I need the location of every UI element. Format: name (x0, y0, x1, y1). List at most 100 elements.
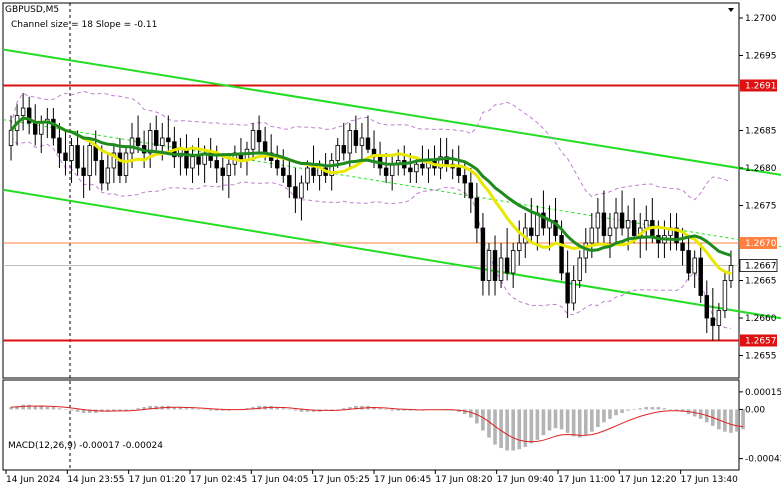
dropdown-arrow-icon[interactable] (728, 8, 734, 12)
candle-body (305, 167, 310, 184)
candle-body (462, 175, 467, 184)
candle-body (601, 212, 607, 236)
macd-histogram-bar (517, 409, 522, 450)
candle-body (8, 130, 14, 146)
candle-body (704, 295, 709, 319)
macd-histogram-bar (148, 405, 152, 410)
price-tick-label: 1.2660 (745, 314, 777, 324)
candle-body (710, 317, 716, 326)
symbol-label: GBPUSD,M5 (5, 5, 59, 15)
candle-body (160, 137, 165, 146)
candle-body (184, 148, 189, 169)
macd-histogram-bar (81, 409, 86, 413)
candles (8, 93, 734, 341)
macd-histogram-bar (626, 409, 630, 411)
macd-histogram-bar (57, 408, 62, 410)
macd-histogram-bar (348, 407, 352, 410)
candle-body (33, 122, 38, 135)
candle-body (577, 257, 582, 281)
candle-body (341, 145, 346, 154)
level-mid-tag-label: 1.2670 (745, 239, 777, 249)
macd-histogram-bar (305, 409, 310, 412)
macd-histogram-bar (281, 408, 286, 410)
candle-body (456, 167, 461, 176)
candle-body (329, 160, 334, 176)
candle-body (504, 257, 510, 274)
candle-body (154, 130, 159, 146)
time-tick-label: 17 Jun 01:20 (129, 475, 186, 485)
candle-body (75, 145, 80, 169)
time-tick-label: 14 Jun 2024 (6, 475, 60, 485)
time-tick-label: 17 Jun 08:20 (435, 475, 492, 485)
candle-body (716, 310, 722, 326)
price-tick-label: 1.2680 (745, 164, 777, 174)
resistance-tag-label: 1.2691 (745, 82, 777, 92)
macd-histogram-bar (372, 407, 376, 410)
macd-histogram-bar (378, 408, 382, 410)
bollinger-lower-band (10, 136, 732, 329)
candle-body (686, 250, 691, 274)
macd-histogram-bar (481, 409, 485, 431)
macd-histogram-bar (656, 407, 661, 410)
macd-histogram-bar (499, 409, 503, 449)
candle-body (541, 212, 546, 229)
macd-histogram-bar (293, 409, 298, 411)
channel-upper-line (2, 48, 781, 176)
macd-histogram-bar (69, 409, 74, 411)
macd-panel-border (2, 379, 740, 471)
macd-histogram-bar (535, 409, 540, 440)
time-tick-label: 17 Jun 02:45 (190, 475, 247, 485)
support-tag-bg (740, 334, 777, 347)
time-tick-label: 14 Jun 23:55 (67, 475, 124, 485)
bollinger-bands (10, 90, 732, 329)
macd-histogram-bar (208, 409, 213, 411)
candle-body (517, 242, 522, 251)
macd-histogram-bar (190, 408, 195, 410)
macd-histogram-bar (63, 409, 68, 410)
macd-histogram-bar (9, 407, 13, 410)
candle-body (698, 257, 703, 296)
macd-histogram-bar (511, 409, 515, 451)
candle-body (105, 167, 111, 184)
time-tick-label: 17 Jun 06:45 (374, 475, 431, 485)
candle-body (565, 272, 570, 304)
candle-body (81, 167, 86, 176)
macd-histogram-bar (541, 409, 546, 436)
candle-body (99, 160, 104, 184)
macd-histogram-bar (620, 409, 624, 413)
macd-histogram-bar (553, 409, 558, 429)
macd-histogram-bar (590, 409, 594, 432)
macd-histogram-bar (729, 409, 733, 433)
candle-body (135, 137, 141, 146)
macd-histogram-bar (142, 407, 146, 410)
macd-signal-line (10, 405, 744, 443)
indicator-label: Channel size = 18 Slope = -0.11 (11, 20, 157, 30)
candle-body (365, 137, 371, 150)
candle-body (553, 220, 558, 236)
candle-body (529, 227, 534, 236)
macd-histogram-bar (614, 409, 618, 416)
candle-body (281, 167, 286, 176)
price-tick-label: 1.2655 (745, 352, 777, 362)
macd-histogram-bar (741, 409, 745, 430)
macd-histogram-bar (118, 409, 122, 411)
candle-body (589, 227, 595, 244)
macd-histogram-bar (493, 409, 497, 445)
macd-histogram-bar (39, 405, 44, 410)
macd-histogram-bar (196, 409, 201, 410)
candle-body (147, 130, 153, 154)
macd-histogram-bar (723, 409, 727, 432)
candle-body (625, 220, 631, 229)
macd-histogram-bar (577, 409, 582, 438)
bollinger-upper-band (10, 90, 732, 201)
macd-histogram-bar (638, 408, 643, 410)
candle-body (87, 145, 92, 176)
macd-histogram-bar (136, 408, 140, 410)
macd-histogram-bar (172, 407, 177, 410)
macd-histogram-bar (15, 405, 19, 410)
macd-histogram-bar (462, 409, 467, 415)
macd-histogram-bar (257, 405, 261, 410)
price-tick-label: 1.2685 (745, 127, 777, 137)
candle-body (480, 227, 486, 281)
